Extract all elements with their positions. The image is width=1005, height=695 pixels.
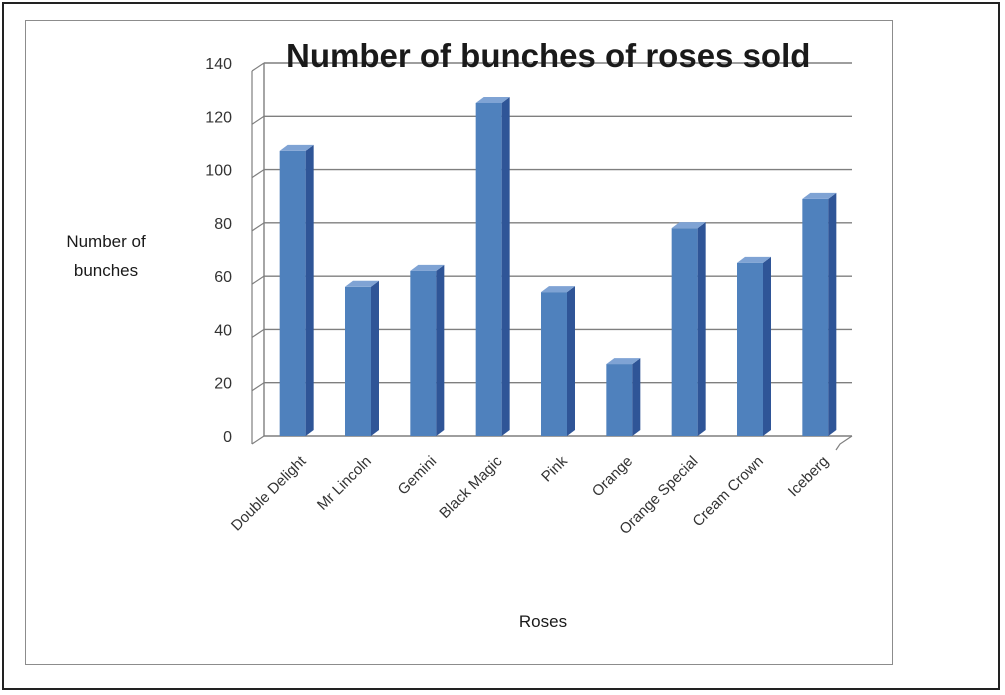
bar-side bbox=[371, 280, 379, 436]
gridline-depth bbox=[251, 382, 265, 392]
bar-side bbox=[436, 264, 445, 436]
x-category-label: Mr Lincoln bbox=[314, 453, 375, 514]
y-tick-label: 0 bbox=[223, 429, 232, 446]
y-tick-label: 40 bbox=[214, 322, 232, 339]
bar-top bbox=[345, 280, 379, 287]
bar-side bbox=[763, 256, 771, 436]
y-axis-label-line-1: Number of bbox=[66, 232, 146, 251]
bar-top bbox=[410, 264, 445, 271]
bar-side bbox=[501, 96, 510, 436]
y-tick-label: 100 bbox=[205, 163, 232, 180]
gridline-depth bbox=[251, 62, 265, 72]
gridline-depth bbox=[251, 328, 265, 338]
bar-top bbox=[606, 358, 641, 365]
bar-side bbox=[305, 144, 314, 436]
bar bbox=[541, 292, 567, 436]
bar bbox=[475, 102, 502, 436]
gridline-depth bbox=[251, 275, 265, 285]
bar-top bbox=[279, 144, 314, 151]
x-category-label: Black Magic bbox=[436, 452, 506, 522]
bar bbox=[671, 228, 698, 436]
y-tick-label: 60 bbox=[214, 269, 232, 286]
x-axis-label: Roses bbox=[519, 612, 567, 631]
x-category-label: Double Delight bbox=[228, 452, 310, 534]
y-tick-label: 80 bbox=[214, 216, 232, 233]
bar bbox=[737, 262, 763, 436]
x-category-label: Pink bbox=[538, 452, 571, 485]
gridline-depth bbox=[251, 169, 265, 179]
bar bbox=[345, 286, 371, 436]
bar-top bbox=[802, 192, 837, 199]
chart-title: Number of bunches of roses sold bbox=[286, 37, 810, 74]
x-category-label: Orange bbox=[589, 453, 636, 500]
bar-top bbox=[475, 96, 510, 103]
gridline-depth bbox=[251, 222, 265, 232]
bar bbox=[279, 150, 306, 436]
axes bbox=[251, 63, 853, 451]
y-tick-label: 120 bbox=[205, 109, 232, 126]
bar bbox=[606, 364, 633, 436]
y-tick-label: 140 bbox=[205, 56, 232, 73]
bars bbox=[279, 96, 837, 436]
gridline-depth bbox=[251, 435, 265, 445]
x-category-label: Iceberg bbox=[785, 453, 832, 500]
y-axis-label-line-2: bunches bbox=[74, 261, 138, 280]
bar-top bbox=[737, 256, 771, 263]
bar-side bbox=[567, 286, 575, 436]
bar-side bbox=[828, 192, 837, 436]
bar bbox=[410, 270, 437, 436]
bar-side bbox=[632, 358, 641, 436]
y-tick-label: 20 bbox=[214, 376, 232, 393]
bar-top bbox=[541, 286, 575, 293]
bar-top bbox=[671, 222, 706, 229]
gridline-depth bbox=[251, 115, 265, 125]
bar-side bbox=[697, 222, 706, 436]
x-category-label: Gemini bbox=[395, 453, 441, 499]
floor-corner bbox=[835, 435, 853, 451]
bar bbox=[802, 198, 829, 436]
y-tick-labels: 0 20 40 60 80 100 120 140 bbox=[205, 56, 232, 446]
